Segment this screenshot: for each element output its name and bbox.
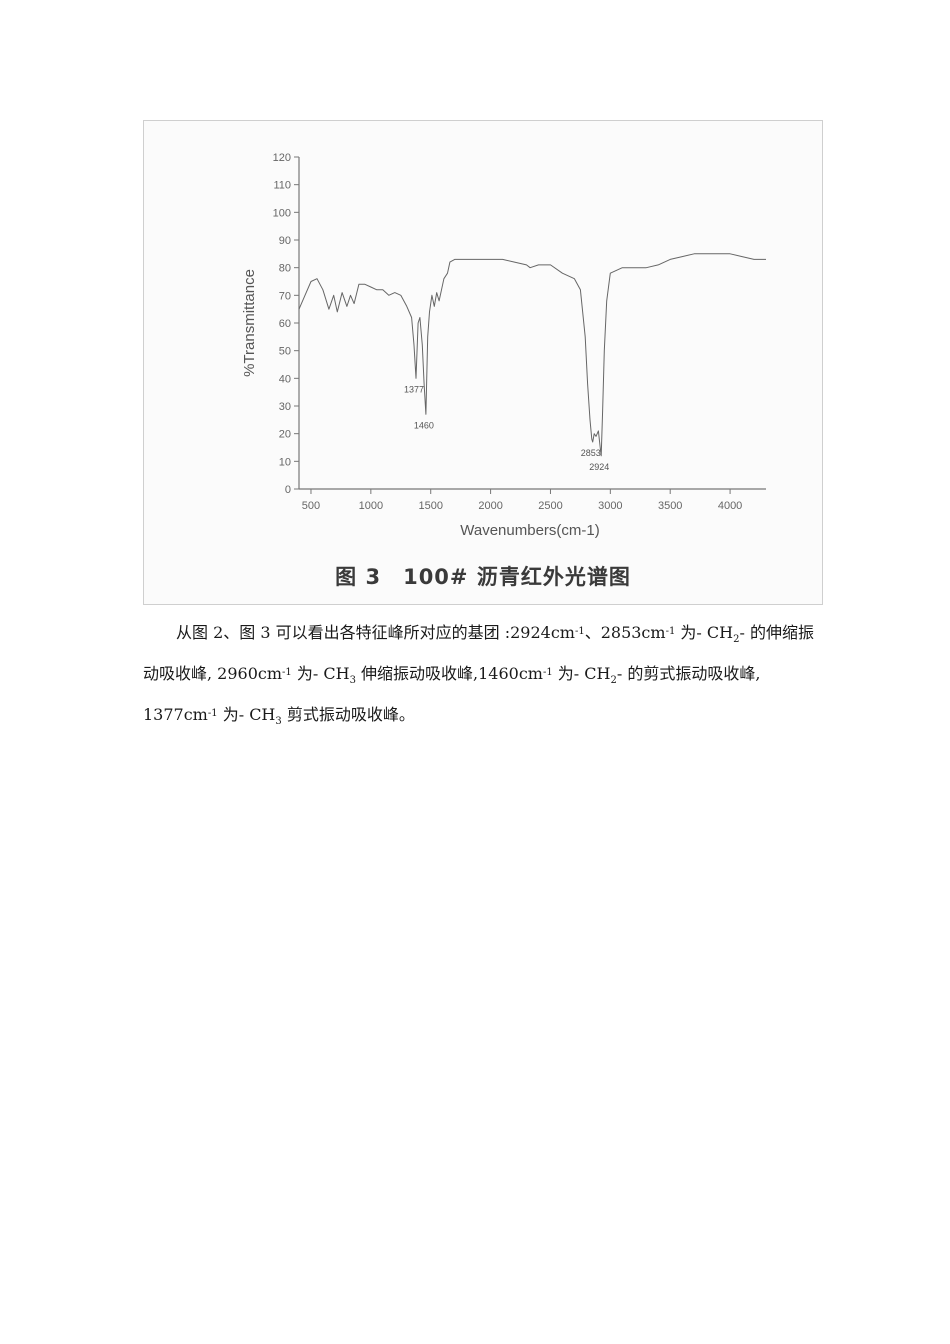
peak-label: 2924 <box>589 462 609 472</box>
x-tick-label: 500 <box>302 500 320 512</box>
x-tick-label: 1500 <box>418 500 442 512</box>
y-tick-label: 70 <box>279 290 291 302</box>
text-segment: - 的伸缩振动吸收峰, 2960cm <box>143 623 814 683</box>
subscript: 2 <box>610 675 617 686</box>
chart-ticks: 0 10 20 30 40 50 60 70 80 90 100 110 120 500 1000 1500 2… <box>273 152 743 512</box>
y-tick-label: 100 <box>273 207 291 219</box>
x-tick-label: 1000 <box>359 500 383 512</box>
superscript: -1 <box>207 708 218 719</box>
superscript: -1 <box>282 667 292 678</box>
body-paragraph: 从图 2、图 3 可以看出各特征峰所对应的基团 :2924cm-1、2853cm… <box>143 615 823 738</box>
superscript: -1 <box>542 667 553 678</box>
subscript: 3 <box>275 716 282 727</box>
y-tick-label: 60 <box>279 318 291 330</box>
spectrum-line <box>298 253 766 457</box>
y-tick-label: 120 <box>273 152 291 164</box>
chart-series <box>298 253 766 457</box>
x-tick-label: 3500 <box>658 500 682 512</box>
y-tick-label: 50 <box>279 346 291 358</box>
y-axis-label: %Transmittance <box>241 269 258 377</box>
text-segment: 为- CH <box>217 705 276 724</box>
peak-label: 1460 <box>414 420 434 430</box>
text-segment: 伸缩振动吸收峰,1460cm <box>355 664 543 683</box>
y-tick-label: 30 <box>279 401 291 413</box>
text-segment: 为- CH <box>291 664 350 683</box>
peak-label: 2853 <box>581 448 601 458</box>
y-tick-label: 80 <box>279 263 291 275</box>
x-axis-label: Wavenumbers(cm-1) <box>460 522 599 539</box>
subscript: 2 <box>733 634 740 645</box>
figure-caption: 图 3 100# 沥青红外光谱图 <box>335 565 631 589</box>
y-tick-label: 90 <box>279 235 291 247</box>
superscript: -1 <box>574 626 585 637</box>
x-tick-label: 3000 <box>598 500 622 512</box>
peak-label: 1377 <box>404 384 424 394</box>
x-tick-label: 2500 <box>538 500 562 512</box>
y-tick-label: 40 <box>279 373 291 385</box>
x-tick-label: 4000 <box>718 500 742 512</box>
y-tick-label: 110 <box>273 180 291 192</box>
text-segment: 、2853cm <box>584 623 666 642</box>
text-segment: - 的剪式振动吸收峰, 1377cm <box>143 664 761 724</box>
figure: 0 10 20 30 40 50 60 70 80 90 100 110 120 500 1000 1500 2… <box>143 120 823 605</box>
y-tick-label: 0 <box>285 484 291 496</box>
chart-annotations: 1377 1460 2853 2924 <box>404 384 609 471</box>
text-segment: 为- CH <box>552 664 611 683</box>
text-segment: 从图 2、图 3 可以看出各特征峰所对应的基团 :2924cm <box>176 623 575 642</box>
text-segment: 剪式振动吸收峰。 <box>281 705 415 724</box>
superscript: -1 <box>665 626 676 637</box>
y-tick-label: 20 <box>279 429 291 441</box>
y-tick-label: 10 <box>279 456 291 468</box>
x-tick-label: 2000 <box>478 500 502 512</box>
text-segment: 为- CH <box>675 623 734 642</box>
subscript: 3 <box>349 675 356 686</box>
chart-axes <box>298 157 766 490</box>
ir-spectrum-chart: 0 10 20 30 40 50 60 70 80 90 100 110 120 500 1000 1500 2… <box>241 152 766 539</box>
